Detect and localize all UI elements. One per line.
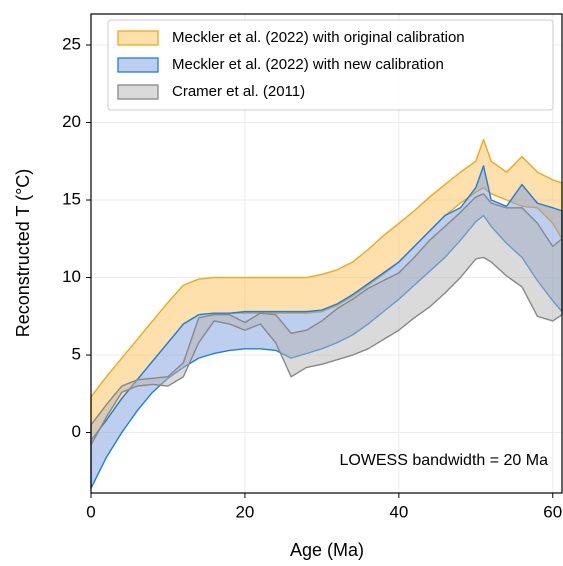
y-tick-label: 0: [72, 422, 81, 441]
x-tick-label: 40: [389, 502, 408, 521]
y-tick-label: 25: [62, 34, 81, 53]
x-tick-label: 0: [86, 502, 95, 521]
band-area: [90, 138, 563, 441]
y-axis-label: Reconstructed T (°C): [13, 169, 33, 338]
legend-label: Meckler et al. (2022) with new calibrati…: [172, 56, 444, 73]
x-tick-label: 60: [543, 502, 562, 521]
legend-swatch: [117, 84, 159, 100]
x-tick-label: 20: [235, 502, 254, 521]
legend-label: Cramer et al. (2011): [172, 83, 305, 100]
annotation: LOWESS bandwidth = 20 Ma: [339, 452, 548, 469]
y-tick-label: 10: [62, 267, 81, 286]
legend-label: Meckler et al. (2022) with original cali…: [172, 29, 465, 46]
legend-box: [107, 19, 554, 111]
y-tick-label: 20: [62, 112, 81, 131]
y-tick-label: 5: [72, 345, 81, 364]
legend-swatch: [117, 30, 159, 46]
x-axis-label: Age (Ma): [290, 540, 364, 560]
y-tick-label: 15: [62, 190, 81, 209]
legend-swatch: [117, 57, 159, 73]
plot-frame: [90, 13, 563, 494]
